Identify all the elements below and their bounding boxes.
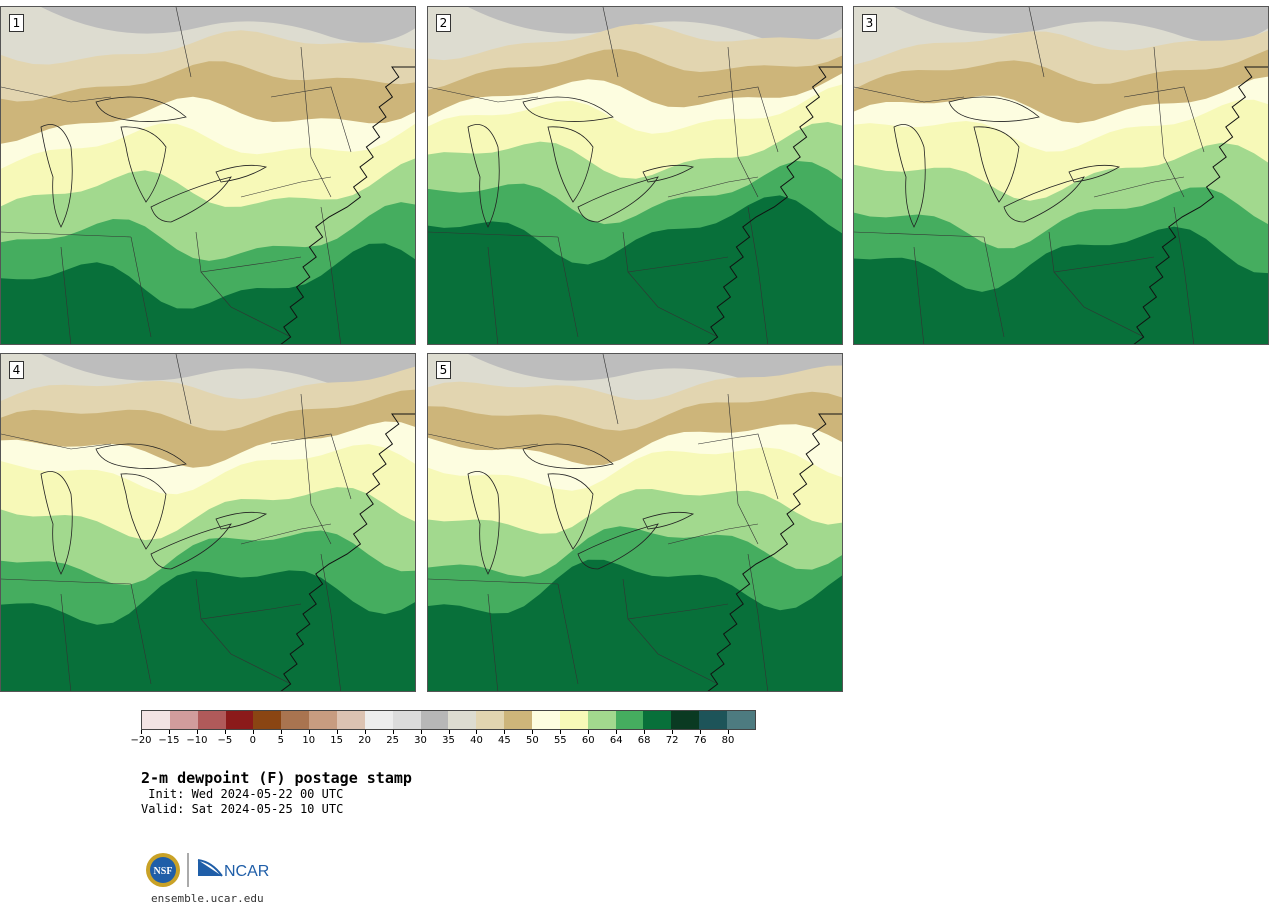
colorbar-tick bbox=[196, 730, 198, 734]
member-label: 1 bbox=[9, 14, 24, 32]
ncar-mark-icon bbox=[198, 860, 222, 876]
colorbar-tick-label: 72 bbox=[665, 735, 679, 746]
dewpoint-map bbox=[428, 354, 842, 691]
colorbar-swatch bbox=[392, 711, 421, 729]
colorbar-swatch bbox=[253, 711, 282, 729]
colorbar-tick bbox=[560, 730, 562, 734]
colorbar-swatch bbox=[309, 711, 338, 729]
colorbar-tick bbox=[672, 730, 674, 734]
colorbar-tick bbox=[252, 730, 254, 734]
stamp-panel-2: 2 bbox=[427, 6, 843, 345]
colorbar-tick-label: 10 bbox=[302, 735, 316, 746]
colorbar-tick-label: 80 bbox=[721, 735, 735, 746]
colorbar-tick bbox=[224, 730, 226, 734]
colorbar-swatch bbox=[615, 711, 644, 729]
colorbar-swatch bbox=[169, 711, 198, 729]
colorbar-swatch bbox=[337, 711, 365, 729]
colorbar-swatch bbox=[532, 711, 560, 729]
colorbar-tick bbox=[308, 730, 310, 734]
colorbar-swatch bbox=[587, 711, 616, 729]
colorbar-tick-label: −15 bbox=[158, 735, 180, 746]
colorbar-tick bbox=[168, 730, 170, 734]
colorbar-ticks: −20 −15 −10 −5 0 5 10 15 20 25 30 35 40 45 50 55 60 64 68 7… bbox=[130, 730, 756, 750]
valid-time: Valid: Sat 2024-05-25 10 UTC bbox=[141, 802, 344, 816]
nsf-text: NSF bbox=[154, 866, 173, 877]
colorbar-tick-label: 68 bbox=[637, 735, 651, 746]
stamp-panel-1: 1 bbox=[0, 6, 416, 345]
colorbar-tick-label: 30 bbox=[414, 735, 427, 746]
colorbar-tick-label: 40 bbox=[470, 735, 483, 746]
colorbar-swatch bbox=[142, 711, 170, 729]
colorbar-tick bbox=[532, 730, 534, 734]
colorbar-tick bbox=[448, 730, 450, 734]
dewpoint-map bbox=[854, 7, 1268, 344]
colorbar-tick-label: 64 bbox=[609, 735, 623, 746]
stamp-panel-5: 5 bbox=[427, 353, 843, 692]
colorbar-swatch bbox=[420, 711, 449, 729]
colorbar-tick bbox=[420, 730, 422, 734]
member-label: 3 bbox=[862, 14, 877, 32]
colorbar-swatch bbox=[699, 711, 728, 729]
colorbar-tick bbox=[728, 730, 730, 734]
init-time: Init: Wed 2024-05-22 00 UTC bbox=[141, 787, 344, 801]
colorbar-tick bbox=[476, 730, 478, 734]
colorbar-tick bbox=[141, 730, 142, 734]
dewpoint-map bbox=[1, 7, 415, 344]
colorbar bbox=[141, 710, 756, 730]
colorbar-swatch bbox=[559, 711, 588, 729]
colorbar-tick-label: 50 bbox=[525, 735, 539, 746]
ncar-text: NCAR bbox=[224, 863, 269, 880]
colorbar-swatch bbox=[504, 711, 533, 729]
colorbar-swatch bbox=[671, 711, 700, 729]
colorbar-tick-label: 60 bbox=[581, 735, 595, 746]
website-link[interactable]: ensemble.ucar.edu bbox=[151, 892, 264, 905]
member-label: 2 bbox=[436, 14, 451, 32]
colorbar-tick bbox=[336, 730, 338, 734]
colorbar-tick-label: 45 bbox=[498, 735, 511, 746]
colorbar-tick-label: −20 bbox=[130, 735, 152, 746]
colorbar-tick-label: 55 bbox=[553, 735, 567, 746]
colorbar-swatch bbox=[448, 711, 477, 729]
dewpoint-map bbox=[428, 7, 842, 344]
colorbar-tick-label: 5 bbox=[277, 735, 284, 746]
colorbar-swatch bbox=[281, 711, 310, 729]
dewpoint-map bbox=[1, 354, 415, 691]
colorbar-swatch bbox=[643, 711, 672, 729]
colorbar-tick-label: 15 bbox=[330, 735, 344, 746]
colorbar-swatch bbox=[225, 711, 254, 729]
member-label: 5 bbox=[436, 361, 451, 379]
colorbar-tick bbox=[616, 730, 618, 734]
colorbar-tick bbox=[504, 730, 506, 734]
colorbar-tick bbox=[392, 730, 394, 734]
colorbar-tick bbox=[364, 730, 366, 734]
stamp-panel-3: 3 bbox=[853, 6, 1269, 345]
colorbar-tick-label: 0 bbox=[249, 735, 256, 746]
stamp-panel-4: 4 bbox=[0, 353, 416, 692]
colorbar-tick bbox=[588, 730, 590, 734]
colorbar-tick-label: −5 bbox=[217, 735, 233, 746]
colorbar-tick-label: 35 bbox=[442, 735, 455, 746]
colorbar-tick-label: −10 bbox=[186, 735, 208, 746]
colorbar-tick bbox=[644, 730, 646, 734]
colorbar-tick bbox=[280, 730, 282, 734]
colorbar-swatch bbox=[476, 711, 505, 729]
colorbar-tick-label: 20 bbox=[358, 735, 371, 746]
nsf-ncar-logo: NSF NCAR bbox=[146, 853, 269, 887]
colorbar-swatch bbox=[364, 711, 393, 729]
colorbar-swatch bbox=[197, 711, 226, 729]
colorbar-tick-label: 76 bbox=[693, 735, 707, 746]
colorbar-tick bbox=[700, 730, 702, 734]
plot-title: 2-m dewpoint (F) postage stamp bbox=[141, 769, 412, 787]
colorbar-tick-label: 25 bbox=[386, 735, 399, 746]
colorbar-swatch bbox=[727, 711, 755, 729]
member-label: 4 bbox=[9, 361, 24, 379]
